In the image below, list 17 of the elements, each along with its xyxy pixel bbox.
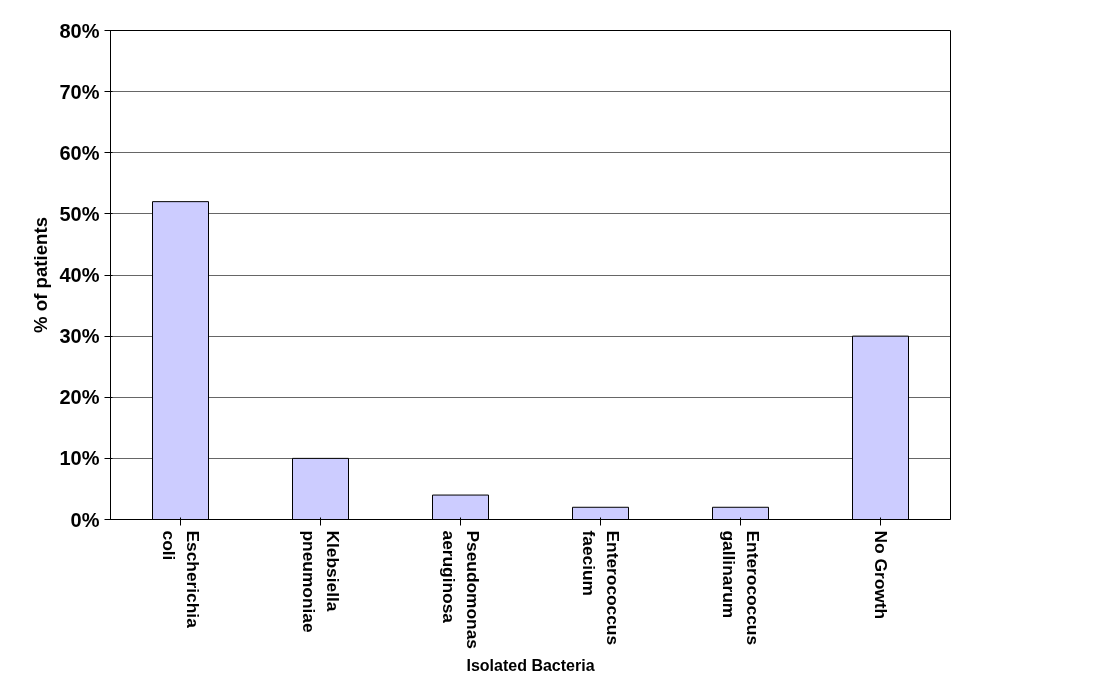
y-tick-label: 70% xyxy=(59,80,100,103)
y-axis-title: % of patients xyxy=(30,216,52,334)
y-tick-label: 80% xyxy=(59,19,100,42)
x-axis-title: Isolated Bacteria xyxy=(466,656,595,674)
y-tick-label: 50% xyxy=(59,202,100,225)
x-tick-label: Escherichia coli xyxy=(158,530,203,629)
x-tick-label: Klebsiella pneumoniae xyxy=(298,530,343,633)
y-tick-label: 60% xyxy=(59,141,100,164)
y-tick-label: 0% xyxy=(70,508,100,531)
y-tick-label: 10% xyxy=(59,447,100,470)
x-tick-label: No Growth xyxy=(870,530,891,620)
x-tick-label: Enterococcus faecium xyxy=(578,530,623,646)
y-tick-label: 20% xyxy=(59,386,100,409)
y-tick-label: 40% xyxy=(59,264,100,286)
y-tick-label: 30% xyxy=(59,325,100,348)
x-tick-label: Enterococcus gallinarum xyxy=(718,530,763,646)
x-tick-label: Pseudomonas aeruginosa xyxy=(438,530,483,649)
